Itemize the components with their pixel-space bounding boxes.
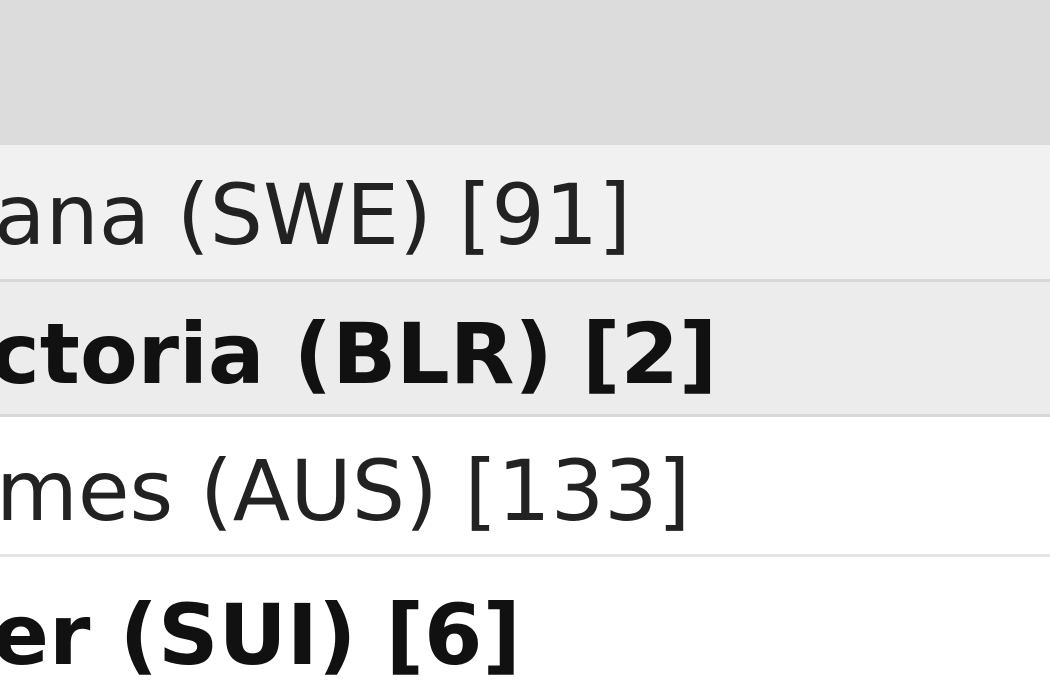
player-name: er (SUI) [6] [0, 586, 521, 684]
draw-entry-row-winner[interactable]: ctoria (BLR) [2] [0, 282, 1050, 417]
draw-entry-row-winner[interactable]: er (SUI) [6] [0, 557, 1050, 700]
player-name: ana (SWE) [91] [0, 166, 632, 264]
draw-entry-row[interactable]: ana (SWE) [91] [0, 145, 1050, 282]
draw-entry-row[interactable]: mes (AUS) [133] [0, 417, 1050, 557]
player-name: ctoria (BLR) [2] [0, 305, 718, 403]
header-band [0, 0, 1050, 145]
player-name: mes (AUS) [133] [0, 442, 691, 540]
